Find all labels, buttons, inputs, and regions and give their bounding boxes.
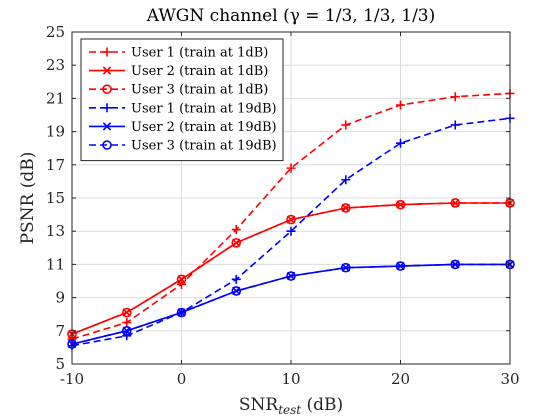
data-point-plus xyxy=(122,318,132,327)
series xyxy=(67,88,515,344)
data-point-circle xyxy=(340,262,351,273)
y-tick-label: 5 xyxy=(55,355,65,373)
data-point-circle xyxy=(286,214,296,225)
data-point-circle xyxy=(395,261,406,271)
y-tick-label: 25 xyxy=(46,23,65,41)
legend-box xyxy=(80,38,284,162)
data-point-plus xyxy=(231,274,241,284)
ticks: -10 0 10 20 30 5 7 9 11 13 15 17 19 21 23 25 xyxy=(46,23,520,388)
y-tick-label: 7 xyxy=(55,322,65,340)
y-axis-title: PSNR (dB) xyxy=(18,152,38,245)
legend-label: User 3 (train at 1dB) xyxy=(131,83,268,98)
y-tick-label: 11 xyxy=(46,255,65,273)
series-line xyxy=(71,202,510,335)
data-point-x xyxy=(102,122,112,131)
y-tick-label: 17 xyxy=(46,156,65,174)
data-point-plus xyxy=(231,225,241,235)
x-tick-label: 20 xyxy=(391,370,410,388)
data-point-plus xyxy=(177,279,186,289)
legend-label: User 2 (train at 19dB) xyxy=(131,120,277,135)
legend-label: User 3 (train at 19dB) xyxy=(131,139,277,154)
data-point-plus xyxy=(102,47,112,57)
series-line xyxy=(71,263,510,345)
y-tick-label: 21 xyxy=(46,89,65,107)
x-axis-label: SNR xyxy=(239,395,280,415)
x-tick-label: -10 xyxy=(60,370,84,388)
legend-label: User 1 (train at 19dB) xyxy=(131,101,277,116)
legend: User 1 (train at 1dB) User 2 (train at 1d… xyxy=(80,38,284,162)
data-point-circle xyxy=(121,307,132,318)
data-point-circle xyxy=(286,271,296,281)
data-point-plus xyxy=(122,331,132,341)
series xyxy=(67,198,515,339)
x-tick-label: 30 xyxy=(500,370,519,388)
data-point-circle xyxy=(176,274,187,285)
series-group xyxy=(67,88,515,351)
chart-title: AWGN channel (γ = 1/3, 1/3, 1/3) xyxy=(146,6,436,26)
series-line xyxy=(71,117,511,347)
y-tick-label: 19 xyxy=(46,123,65,141)
data-point-circle xyxy=(231,238,242,248)
y-tick-label: 23 xyxy=(46,56,65,74)
x-axis-label-subscript: test xyxy=(278,403,301,417)
data-point-plus xyxy=(286,163,296,173)
x-axis-title: SNRtest (dB) xyxy=(239,395,343,417)
data-point-circle xyxy=(102,140,112,150)
data-point-circle xyxy=(395,199,406,210)
data-point-circle xyxy=(231,286,242,296)
data-point-plus xyxy=(286,226,296,236)
data-point-plus xyxy=(341,175,351,185)
y-tick-label: 15 xyxy=(46,189,65,207)
data-point-circle xyxy=(340,203,351,213)
y-tick-label: 13 xyxy=(46,222,65,240)
data-point-circle xyxy=(450,198,461,208)
data-point-plus xyxy=(396,100,405,110)
series xyxy=(67,259,515,349)
data-point-plus xyxy=(450,120,460,130)
data-point-circle xyxy=(102,84,112,94)
legend-label: User 1 (train at 1dB) xyxy=(131,46,268,61)
x-tick-label: 0 xyxy=(177,370,187,388)
x-axis-label-unit: (dB) xyxy=(301,395,343,415)
data-point-plus xyxy=(341,120,351,130)
legend-label: User 2 (train at 1dB) xyxy=(131,64,268,79)
data-point-x xyxy=(102,66,112,75)
data-point-plus xyxy=(102,103,112,113)
data-point-circle xyxy=(450,259,461,270)
y-tick-label: 9 xyxy=(55,289,65,307)
data-point-plus xyxy=(396,138,405,148)
x-tick-label: 10 xyxy=(281,370,300,388)
data-point-circle xyxy=(176,307,187,318)
series-line xyxy=(71,92,511,340)
data-point-plus xyxy=(450,92,460,102)
data-point-circle xyxy=(121,325,132,336)
